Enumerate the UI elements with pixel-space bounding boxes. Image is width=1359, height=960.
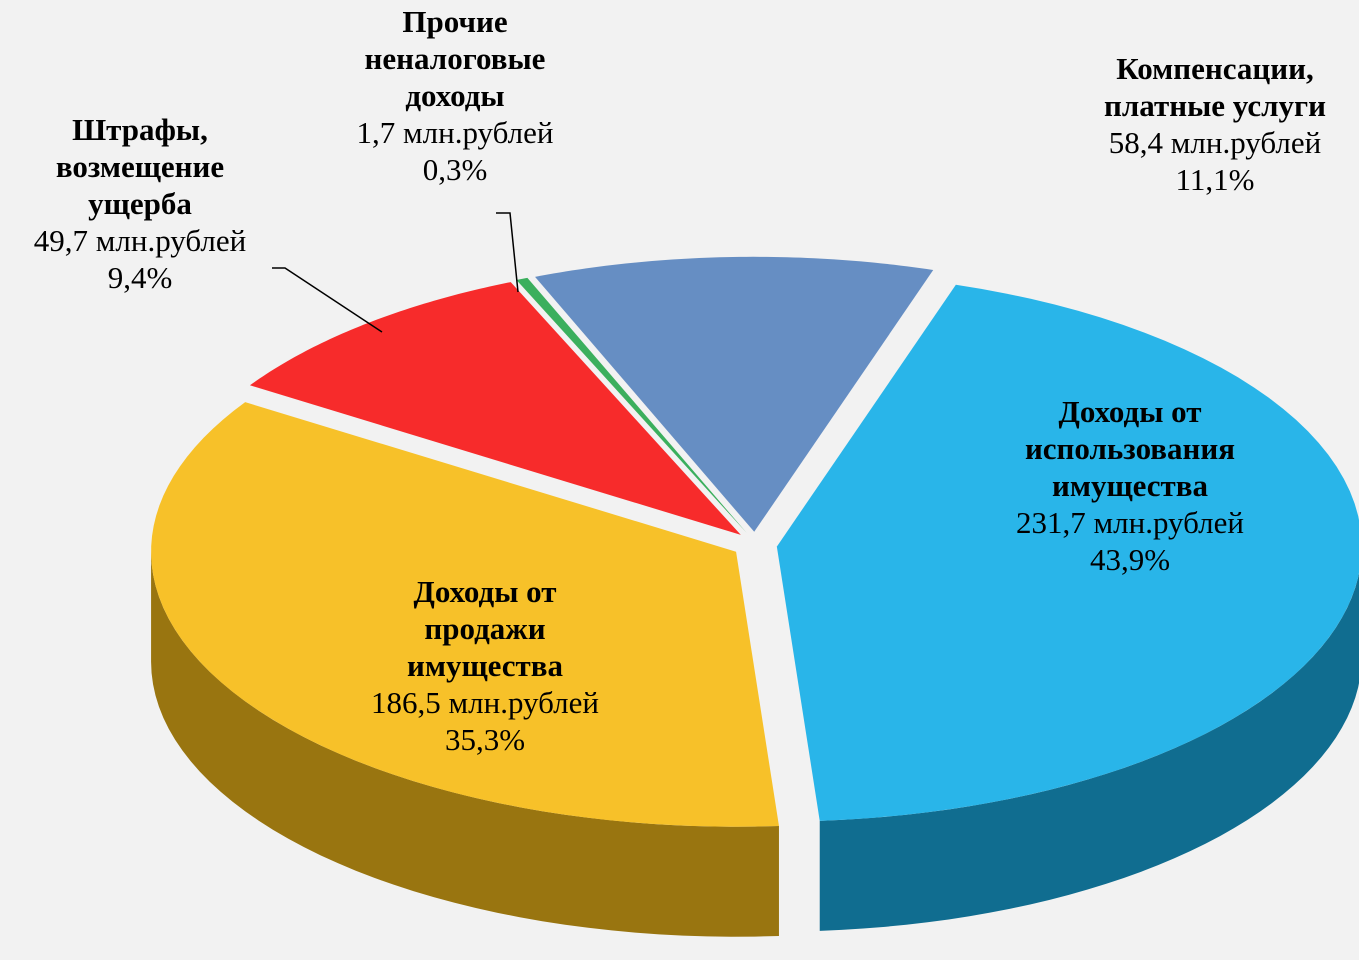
category-label: Прочие неналоговые доходы bbox=[365, 4, 546, 113]
percent-label: 9,4% bbox=[108, 260, 173, 295]
label-line: использования bbox=[1025, 431, 1235, 466]
value-label: 49,7 млн.рублей bbox=[34, 223, 246, 258]
label-line: Доходы от bbox=[1059, 394, 1202, 429]
label-line: имущества bbox=[407, 648, 564, 683]
label-line: неналоговые bbox=[365, 41, 546, 76]
value-label: 58,4 млн.рублей bbox=[1109, 125, 1321, 160]
label-line: платные услуги bbox=[1104, 88, 1326, 123]
slice bbox=[535, 256, 934, 532]
category-label: Доходы от использования имущества bbox=[1025, 394, 1235, 503]
label-line: доходы bbox=[405, 78, 504, 113]
percent-label: 35,3% bbox=[445, 722, 525, 757]
label-line: ущерба bbox=[88, 186, 192, 221]
label-line: возмещение bbox=[56, 149, 224, 184]
value-label: 1,7 млн.рублей bbox=[357, 115, 554, 150]
pie bbox=[151, 256, 1359, 937]
label-line: Штрафы, bbox=[72, 112, 208, 147]
slice bbox=[516, 277, 747, 533]
value-label: 231,7 млн.рублей bbox=[1016, 505, 1244, 540]
label-line: Компенсации, bbox=[1116, 51, 1313, 86]
percent-label: 43,9% bbox=[1090, 542, 1170, 577]
percent-label: 0,3% bbox=[423, 152, 488, 187]
label-line: Доходы от bbox=[414, 574, 557, 609]
label-line: Прочие bbox=[402, 4, 507, 39]
label-line: продажи bbox=[424, 611, 545, 646]
label-line: имущества bbox=[1052, 468, 1209, 503]
slice bbox=[249, 282, 741, 535]
slice-side bbox=[819, 573, 1359, 931]
slice bbox=[776, 284, 1359, 821]
leader-line bbox=[272, 267, 383, 333]
percent-label: 11,1% bbox=[1176, 162, 1255, 197]
category-label: Компенсации, платные услуги bbox=[1104, 51, 1326, 123]
slice bbox=[151, 402, 779, 827]
slice-side bbox=[151, 551, 779, 937]
category-label: Штрафы, возмещение ущерба bbox=[56, 112, 224, 221]
value-label: 186,5 млн.рублей bbox=[371, 685, 599, 720]
category-label: Доходы от продажи имущества bbox=[407, 574, 564, 683]
leader-line bbox=[496, 212, 519, 293]
